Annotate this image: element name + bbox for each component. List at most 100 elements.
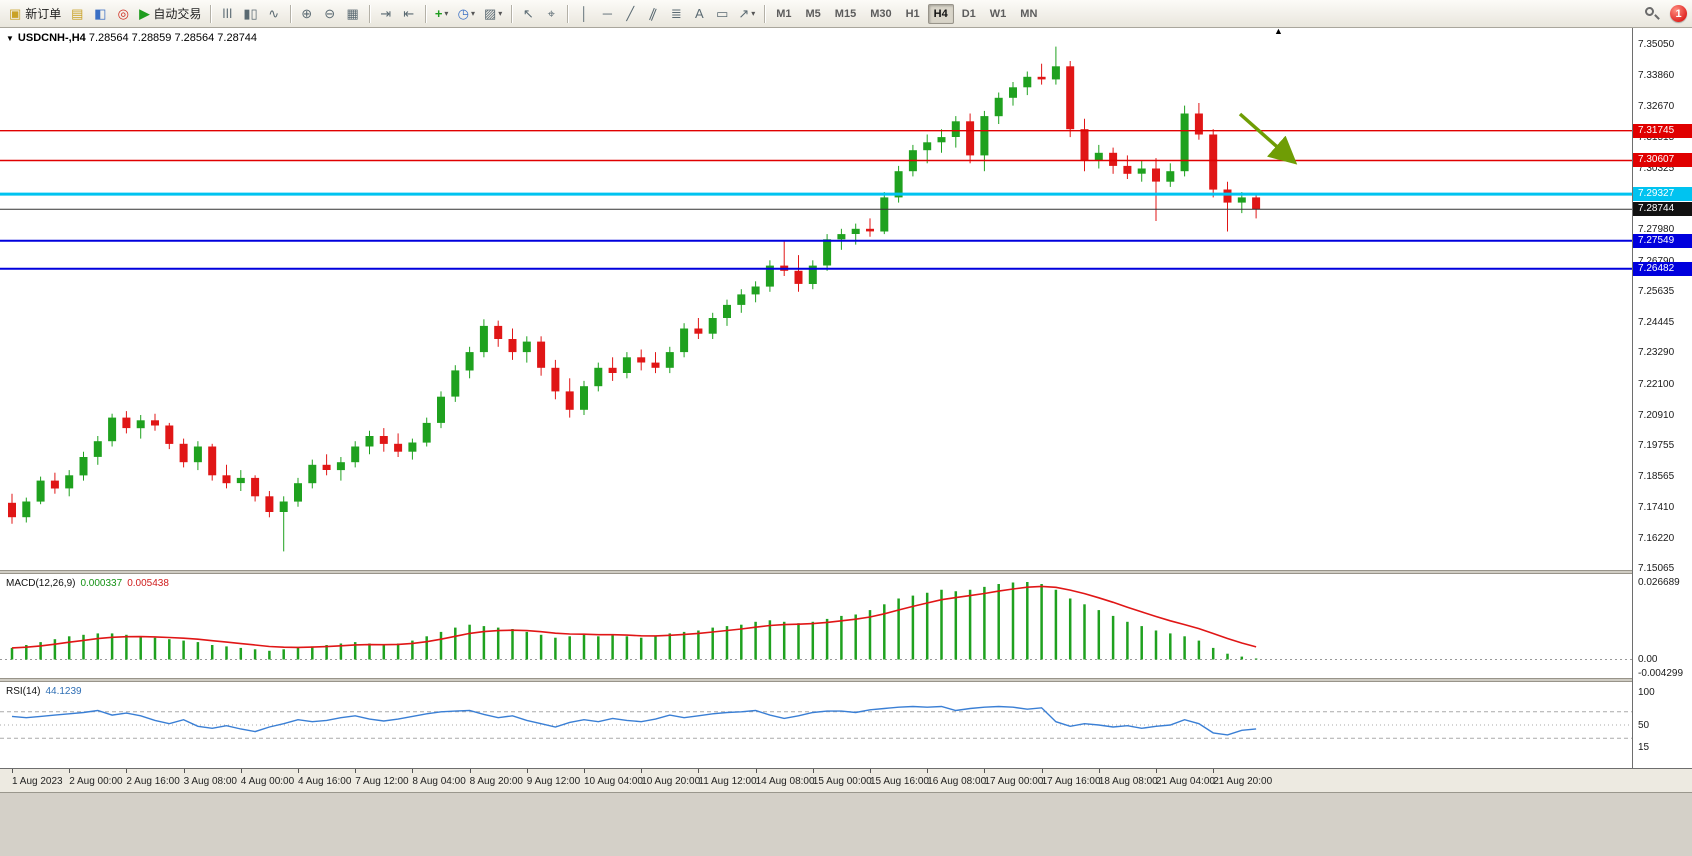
scroll-position-marker[interactable]: ▲ <box>1274 26 1283 36</box>
tile-windows-button[interactable]: ▦ <box>342 3 364 25</box>
timeframe-M1[interactable]: M1 <box>776 7 792 20</box>
channel-button[interactable]: ∥ <box>642 3 664 25</box>
chevron-down-icon: ▾ <box>498 9 503 18</box>
auto-trading-label: 自动交易 <box>153 7 202 21</box>
candlestick-button[interactable]: ▮▯ <box>239 3 261 25</box>
time-axis-label: 17 Aug 16:00 <box>1041 776 1101 787</box>
toolbar-separator <box>210 4 212 23</box>
timeframe-D1[interactable]: D1 <box>961 7 976 20</box>
macd-axis-label: 0.026689 <box>1638 577 1680 588</box>
chart-shift-button[interactable]: ⇤ <box>398 3 420 25</box>
time-axis-tick <box>698 769 700 773</box>
pane-splitter[interactable] <box>0 570 1692 574</box>
time-axis-label: 8 Aug 20:00 <box>469 776 523 787</box>
rsi-axis-label: 50 <box>1638 720 1650 731</box>
price-axis-label: 7.22100 <box>1638 378 1675 390</box>
toolbar-separator <box>764 4 766 23</box>
fibonacci-button[interactable]: ≣ <box>665 3 687 25</box>
trendline-button[interactable]: ╱ <box>619 3 641 25</box>
timeframe-H4[interactable]: H4 <box>927 3 954 24</box>
navigator-button[interactable]: ◎ <box>112 3 134 25</box>
channel-icon: ∥ <box>647 5 660 22</box>
toolbar: ▣ 新订单 ▤ ◧ ◎ ▶ 自动交易 ǀǀǀ ▮▯ ∿ ⊕ ⊖ ▦ ⇥ ⇤ + … <box>0 0 1692 28</box>
time-axis[interactable]: 1 Aug 2023 2 Aug 00:00 2 Aug 16:00 3 Aug 08… <box>0 768 1692 792</box>
new-order-label: 新订单 <box>25 7 62 21</box>
vertical-line-button[interactable]: │ <box>573 3 595 25</box>
crosshair-button[interactable]: ⌖ <box>540 3 562 25</box>
timeframe-MN[interactable]: MN <box>1020 7 1038 20</box>
time-axis-tick <box>641 769 643 773</box>
time-axis-tick <box>870 769 871 773</box>
macd-indicator-pane[interactable] <box>0 574 1632 678</box>
price-axis-label: 7.16220 <box>1638 532 1675 544</box>
price-axis-label: 7.18565 <box>1638 471 1675 483</box>
horizontal-line-button[interactable]: ─ <box>596 3 618 25</box>
candlestick-icon: ▮▯ <box>243 6 258 21</box>
time-axis-label: 16 Aug 08:00 <box>927 776 987 787</box>
templates-icon: ▨ <box>484 6 497 21</box>
price-axis-label: 7.25635 <box>1638 285 1675 297</box>
timeframe-M15[interactable]: M15 <box>834 7 857 20</box>
bar-chart-button[interactable]: ǀǀǀ <box>216 3 238 25</box>
data-window-button[interactable]: ◧ <box>89 3 111 25</box>
text-icon: A <box>694 6 704 21</box>
status-strip <box>0 792 1692 856</box>
time-axis-tick <box>584 769 585 773</box>
chevron-down-icon: ▾ <box>751 9 756 18</box>
price-tag: 7.28744 <box>1633 202 1692 217</box>
periods-button[interactable]: ◷ ▾ <box>454 3 479 25</box>
main-price-chart[interactable] <box>0 28 1632 570</box>
time-axis-label: 11 Aug 12:00 <box>698 776 757 787</box>
templates-button[interactable]: ▨ ▾ <box>480 3 506 25</box>
macd-axis-label: -0.004299 <box>1638 668 1684 679</box>
search-button[interactable] <box>1640 3 1663 25</box>
toolbar-separator <box>289 4 291 23</box>
time-axis-label: 7 Aug 12:00 <box>355 776 409 787</box>
timeframe-M30[interactable]: M30 <box>870 7 892 20</box>
zoom-out-icon: ⊖ <box>324 6 336 21</box>
timeframe-H1[interactable]: H1 <box>905 7 920 20</box>
time-axis-label: 15 Aug 16:00 <box>870 776 929 787</box>
cursor-button[interactable]: ↖ <box>517 3 539 25</box>
indicators-button[interactable]: + ▾ <box>431 3 453 25</box>
chart-title: ▼ USDCNH-,H4 7.28564 7.28859 7.28564 7.28… <box>6 32 257 44</box>
navigator-icon: ◎ <box>117 6 129 21</box>
time-axis-label: 1 Aug 2023 <box>12 776 63 787</box>
fibonacci-icon: ≣ <box>670 6 682 21</box>
ohlc-values: 7.28564 7.28859 7.28564 7.28744 <box>88 32 258 44</box>
symbol-period-label: USDCNH-,H4 <box>17 32 86 44</box>
chevron-down-icon: ▾ <box>470 9 475 18</box>
notification-badge[interactable]: 1 <box>1670 5 1687 22</box>
rsi-indicator-pane[interactable] <box>0 682 1632 768</box>
price-axis[interactable]: 7.350507.338607.326707.315157.303257.291… <box>1632 28 1692 768</box>
rsi-axis-label: 15 <box>1638 742 1650 753</box>
zoom-in-button[interactable]: ⊕ <box>296 3 318 25</box>
time-axis-label: 4 Aug 16:00 <box>298 776 352 787</box>
auto-trading-button[interactable]: ▶ 自动交易 <box>135 3 205 25</box>
time-axis-label: 8 Aug 04:00 <box>412 776 466 787</box>
text-button[interactable]: A <box>688 3 710 25</box>
rsi-value: 44.1239 <box>45 686 82 697</box>
macd-name: MACD(12,26,9) <box>6 578 76 589</box>
new-order-icon: ▣ <box>9 6 22 21</box>
line-chart-button[interactable]: ∿ <box>263 3 285 25</box>
time-axis-tick <box>927 769 929 773</box>
time-axis-tick <box>412 769 414 773</box>
arrows-tool-button[interactable]: ↗ ▾ <box>734 3 759 25</box>
vertical-line-icon: │ <box>580 6 589 21</box>
chart-window: ▼ USDCNH-,H4 7.28564 7.28859 7.28564 7.28… <box>0 26 1692 792</box>
time-axis-label: 9 Aug 12:00 <box>526 776 581 787</box>
timeframe-W1[interactable]: W1 <box>989 7 1007 20</box>
auto-scroll-button[interactable]: ⇥ <box>375 3 397 25</box>
zoom-out-button[interactable]: ⊖ <box>319 3 341 25</box>
time-axis-tick <box>812 769 814 773</box>
search-icon <box>1644 6 1660 21</box>
text-label-button[interactable]: ▭ <box>711 3 733 25</box>
new-order-button[interactable]: ▣ 新订单 <box>5 3 65 25</box>
pane-splitter[interactable] <box>0 678 1692 682</box>
arrows-tool-icon: ↗ <box>738 6 750 21</box>
time-axis-tick <box>298 769 299 773</box>
price-axis-label: 7.15065 <box>1638 563 1675 574</box>
market-watch-button[interactable]: ▤ <box>66 3 88 25</box>
timeframe-M5[interactable]: M5 <box>805 7 821 20</box>
